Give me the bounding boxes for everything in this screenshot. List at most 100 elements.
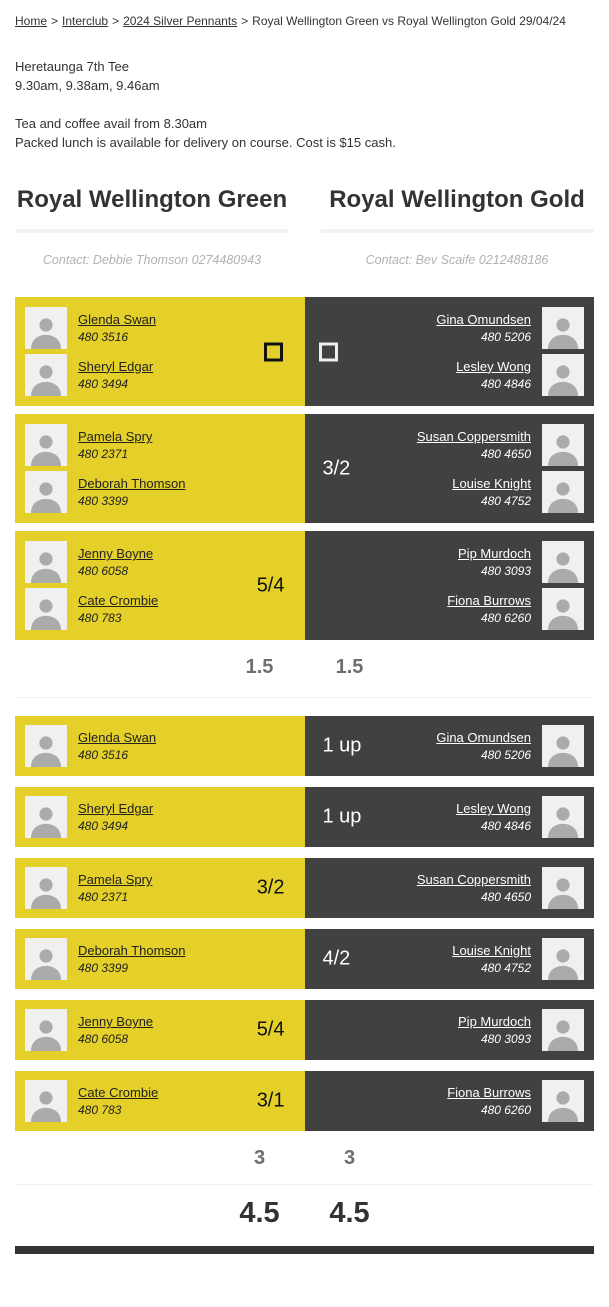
player-avatar — [25, 470, 67, 513]
singles-match-6-green-half: Cate Crombie 480 783 — [15, 1071, 305, 1131]
match-totals: 4.5 4.5 — [15, 1197, 594, 1230]
singles-match-1-green-half: Glenda Swan 480 3516 — [15, 716, 305, 776]
player-name-link[interactable]: Pamela Spry — [78, 872, 153, 887]
section-divider — [15, 697, 594, 698]
player-name-link[interactable]: Cate Crombie — [78, 592, 159, 608]
match-score: 1 up — [322, 805, 362, 828]
singles-match-row: Glenda Swan 480 3516 Gina Omundsen 480 5… — [15, 716, 594, 776]
pairs-match-3-gold-half: Pip Murdoch 480 3093 Fiona Burrows 480 6… — [304, 531, 595, 640]
team-contact-gold: Contact: Bev Scaife 0212488186 — [365, 253, 549, 267]
player-avatar — [25, 353, 67, 396]
player-name-link[interactable]: Sheryl Edgar — [78, 801, 154, 816]
result-checkbox-green[interactable] — [263, 342, 283, 361]
player-avatar — [25, 938, 67, 980]
player-name-link[interactable]: Glenda Swan — [78, 312, 157, 328]
player-entry: Fiona Burrows 480 6260 — [305, 587, 595, 630]
player-avatar — [542, 307, 584, 350]
breadcrumb-separator: > — [112, 14, 120, 28]
player-entry: Cate Crombie 480 783 — [15, 587, 305, 630]
player-avatar — [25, 725, 67, 767]
pairs-match-3-green-half: Jenny Boyne 480 6058 Cate Crombie 480 78… — [15, 531, 305, 640]
player-phone: 480 783 — [78, 610, 122, 625]
player-name-link[interactable]: Gina Omundsen — [436, 730, 531, 745]
player-phone: 480 5206 — [480, 748, 531, 762]
singles-match-4-gold-half: Louise Knight 480 4752 — [304, 929, 594, 989]
singles-subtotal: 3 3 — [15, 1147, 594, 1170]
player-phone: 480 3516 — [78, 748, 129, 762]
player-avatar — [25, 1009, 67, 1051]
teams-header: Royal Wellington Green Contact: Debbie T… — [15, 185, 594, 267]
singles-match-row: Sheryl Edgar 480 3494 Lesley Wong 480 48… — [15, 787, 594, 847]
player-avatar — [542, 541, 584, 584]
match-score: 5/4 — [256, 1018, 285, 1041]
player-name-link[interactable]: Jenny Boyne — [78, 546, 154, 562]
result-checkbox-gold[interactable] — [318, 342, 338, 361]
pairs-subtotal: 1.5 1.5 — [15, 656, 594, 679]
singles-subtotal-gold: 3 — [343, 1147, 356, 1169]
player-entry: Pamela Spry 480 2371 — [15, 424, 305, 467]
player-name-link[interactable]: Pip Murdoch — [458, 546, 531, 562]
pairs-subtotal-green: 1.5 — [245, 656, 274, 678]
singles-match-5-gold-half: Pip Murdoch 480 3093 — [304, 1000, 594, 1060]
player-avatar — [542, 938, 584, 980]
player-entry: Pamela Spry 480 2371 — [15, 867, 305, 909]
player-name-link[interactable]: Pip Murdoch — [458, 1014, 531, 1029]
player-entry: Glenda Swan 480 3516 — [15, 307, 305, 350]
breadcrumb-link-home[interactable]: Home — [15, 14, 48, 28]
player-avatar — [542, 353, 584, 396]
player-avatar — [25, 307, 67, 350]
section-divider — [15, 1184, 594, 1185]
player-name-link[interactable]: Lesley Wong — [456, 801, 531, 816]
match-score: 3/1 — [256, 1089, 285, 1112]
player-name-link[interactable]: Deborah Thomson — [78, 475, 186, 491]
team-header-green: Royal Wellington Green Contact: Debbie T… — [15, 185, 289, 267]
breadcrumb-separator: > — [51, 14, 59, 28]
player-entry: Deborah Thomson 480 3399 — [15, 938, 305, 980]
singles-match-6-gold-half: Fiona Burrows 480 6260 — [304, 1071, 594, 1131]
player-entry: Susan Coppersmith 480 4650 — [305, 867, 595, 909]
player-avatar — [542, 470, 584, 513]
player-phone: 480 3494 — [78, 376, 129, 391]
player-phone: 480 4846 — [480, 376, 531, 391]
match-score: 3/2 — [256, 876, 285, 899]
pairs-match-row: Jenny Boyne 480 6058 Cate Crombie 480 78… — [15, 531, 594, 640]
player-avatar — [542, 725, 584, 767]
singles-match-row: Cate Crombie 480 783 Fiona Burrows 480 6… — [15, 1071, 594, 1131]
player-entry: Pip Murdoch 480 3093 — [305, 541, 595, 584]
singles-match-5-green-half: Jenny Boyne 480 6058 — [15, 1000, 305, 1060]
player-name-link[interactable]: Sheryl Edgar — [78, 358, 154, 374]
breadcrumb-separator: > — [241, 14, 249, 28]
player-name-link[interactable]: Fiona Burrows — [447, 1085, 531, 1100]
breadcrumb-link-silver-pennants[interactable]: 2024 Silver Pennants — [123, 14, 238, 28]
breadcrumb: Home > Interclub >2024 Silver Pennants > Roya… — [15, 14, 594, 28]
venue-line: Heretaunga 7th Tee — [15, 59, 129, 74]
player-name-link[interactable]: Louise Knight — [452, 475, 531, 491]
player-name-link[interactable]: Pamela Spry — [78, 429, 153, 445]
player-name-link[interactable]: Lesley Wong — [456, 358, 531, 374]
player-avatar — [25, 424, 67, 467]
player-name-link[interactable]: Cate Crombie — [78, 1085, 159, 1100]
player-entry: Jenny Boyne 480 6058 — [15, 541, 305, 584]
player-name-link[interactable]: Louise Knight — [452, 943, 531, 958]
player-name-link[interactable]: Deborah Thomson — [78, 943, 186, 958]
player-phone: 480 2371 — [78, 890, 129, 904]
player-entry: Sheryl Edgar 480 3494 — [15, 353, 305, 396]
player-name-link[interactable]: Fiona Burrows — [447, 592, 531, 608]
player-name-link[interactable]: Susan Coppersmith — [416, 429, 531, 445]
team-underline-gold — [320, 229, 594, 233]
breadcrumb-current: Royal Wellington Green vs Royal Wellingt… — [252, 14, 566, 28]
player-name-link[interactable]: Gina Omundsen — [436, 312, 531, 328]
player-phone: 480 4752 — [480, 961, 531, 975]
player-phone: 480 6058 — [78, 564, 129, 579]
player-avatar — [542, 587, 584, 630]
player-name-link[interactable]: Glenda Swan — [78, 730, 157, 745]
singles-match-2-green-half: Sheryl Edgar 480 3494 — [15, 787, 305, 847]
player-avatar — [542, 1080, 584, 1122]
team-underline-green — [15, 229, 289, 233]
player-name-link[interactable]: Susan Coppersmith — [416, 872, 531, 887]
breadcrumb-link-interclub[interactable]: Interclub — [62, 14, 109, 28]
player-phone: 480 4650 — [480, 447, 531, 462]
pairs-match-1-green-half: Glenda Swan 480 3516 Sheryl Edgar 480 34… — [15, 297, 305, 406]
player-name-link[interactable]: Jenny Boyne — [78, 1014, 154, 1029]
